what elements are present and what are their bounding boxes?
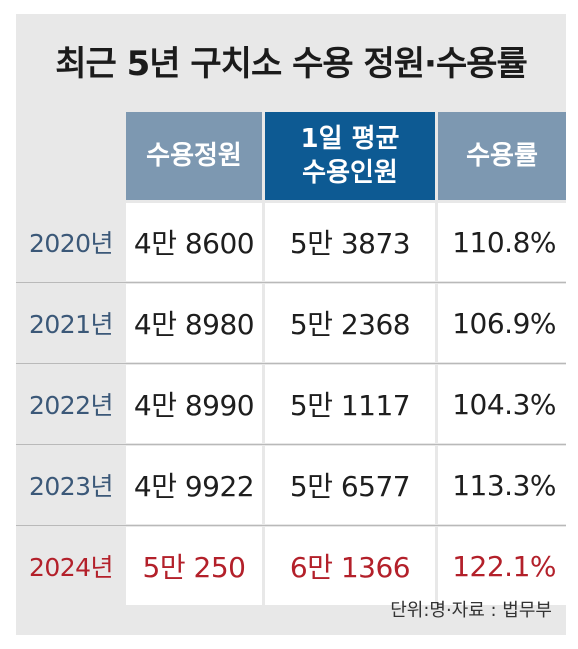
cell-rate: 122.1%: [438, 527, 566, 605]
header-rate: 수용률: [438, 112, 566, 200]
row-year: 2021년: [28, 310, 114, 339]
row-year: 2022년: [28, 391, 114, 420]
cell-capacity: 4만 8990: [126, 365, 262, 443]
header-capacity-label: 수용정원: [146, 141, 242, 171]
row-divider: [16, 444, 566, 445]
row-divider: [16, 282, 566, 283]
cell-rate: 104.3%: [438, 365, 566, 443]
cell-capacity: 4만 8980: [126, 284, 262, 362]
source-note: 단위:명·자료 : 법무부: [390, 600, 552, 621]
cell-avg-daily: 5만 2368: [265, 284, 435, 362]
header-avg-daily: 1일 평균 수용인원: [265, 112, 435, 200]
cell-avg-daily: 6만 1366: [265, 527, 435, 605]
row-divider: [16, 363, 566, 364]
cell-capacity: 4만 8600: [126, 203, 262, 281]
cell-rate: 106.9%: [438, 284, 566, 362]
cell-avg-daily: 5만 6577: [265, 446, 435, 524]
row-year: 2020년: [28, 229, 114, 258]
cell-avg-daily: 5만 3873: [265, 203, 435, 281]
header-capacity: 수용정원: [126, 112, 262, 200]
header-rate-label: 수용률: [466, 141, 538, 171]
row-divider: [16, 525, 566, 526]
cell-avg-daily: 5만 1117: [265, 365, 435, 443]
cell-rate: 110.8%: [438, 203, 566, 281]
cell-rate: 113.3%: [438, 446, 566, 524]
header-avg-daily-label: 1일 평균 수용인원: [300, 124, 400, 188]
cell-capacity: 5만 250: [126, 527, 262, 605]
chart-title: 최근 5년 구치소 수용 정원·수용률: [55, 44, 528, 84]
cell-capacity: 4만 9922: [126, 446, 262, 524]
table-frame: 최근 5년 구치소 수용 정원·수용률 수용정원 1일 평균 수용인원 수용률 …: [16, 14, 566, 635]
row-year: 2024년: [28, 553, 114, 582]
row-year: 2023년: [28, 472, 114, 501]
